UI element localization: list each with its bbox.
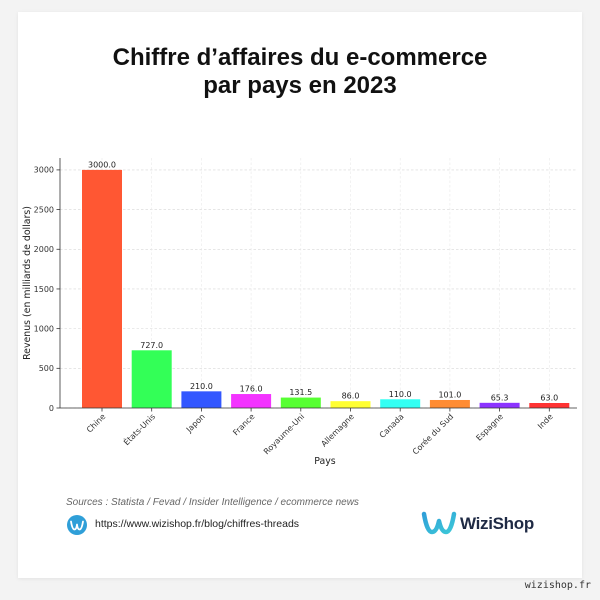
bar-inde (529, 403, 570, 408)
x-tick-label: France (231, 412, 256, 437)
bar-value-label: 176.0 (240, 385, 263, 394)
chart-bars (82, 169, 570, 408)
bar-value-label: 63.0 (540, 394, 558, 403)
chart-title: Chiffre d’affaires du e-commerce par pay… (112, 44, 488, 99)
bar-allemagne (330, 401, 371, 408)
bar-value-label: 65.3 (491, 393, 509, 402)
y-tick-label: 3000 (34, 166, 54, 175)
y-tick-labels: 0 500 1000 1500 2000 2500 3000 (34, 166, 54, 413)
bar-royaume-uni (280, 397, 321, 408)
x-tick-label: Canada (378, 412, 406, 440)
bar-value-label: 101.0 (438, 390, 461, 399)
bar-japon (181, 391, 222, 408)
x-tick-label: Chine (85, 412, 108, 435)
y-tick-label: 2500 (34, 205, 54, 214)
source-url-link[interactable]: https://www.wizishop.fr/blog/chiffres-th… (95, 517, 300, 530)
wizishop-circle-icon (67, 515, 87, 535)
bar-value-label: 210.0 (190, 382, 213, 391)
bar-etats-unis (131, 350, 172, 408)
bar-value-label: 727.0 (140, 341, 163, 350)
x-tick-label: États-Unis (121, 411, 157, 447)
x-axis-label: Pays (314, 456, 336, 467)
chart-axes (56, 158, 577, 412)
bar-coree-du-sud (429, 399, 470, 408)
x-tick-label: Japon (184, 412, 207, 435)
x-tick-label: Corée du Sud (410, 411, 455, 456)
x-tick-label: Inde (536, 412, 555, 431)
bar-france (231, 394, 272, 408)
bar-espagne (479, 402, 520, 408)
x-tick-label: Royaume-Uni (262, 412, 306, 456)
x-tick-label: Espagne (474, 412, 505, 443)
x-tick-label: Allemagne (319, 412, 356, 449)
y-axis-label: Revenus (en milliards de dollars) (22, 206, 33, 360)
bar-canada (380, 399, 421, 408)
bar-value-label: 110.0 (389, 390, 412, 399)
bar-value-label: 86.0 (342, 392, 360, 401)
bar-value-label: 131.5 (289, 388, 312, 397)
bar-chine (82, 169, 122, 408)
sources-note: Sources : Statista / Fevad / Insider Int… (66, 497, 359, 508)
y-tick-label: 1000 (34, 324, 54, 333)
watermark: wizishop.fr (524, 580, 591, 591)
y-tick-label: 2000 (34, 245, 54, 254)
wizishop-logo-icon (421, 511, 457, 535)
brand-name: WiziShop (460, 514, 534, 533)
bar-value-labels: 3000.0 727.0 210.0 176.0 131.5 86.0 110.0 101.0… (88, 160, 558, 402)
y-tick-label: 500 (39, 364, 54, 373)
bar-value-label: 3000.0 (88, 160, 116, 169)
y-tick-label: 0 (49, 404, 54, 413)
x-tick-labels: Chine États-Unis Japon France Royaume-Uni All… (85, 411, 555, 457)
y-tick-label: 1500 (34, 285, 54, 294)
